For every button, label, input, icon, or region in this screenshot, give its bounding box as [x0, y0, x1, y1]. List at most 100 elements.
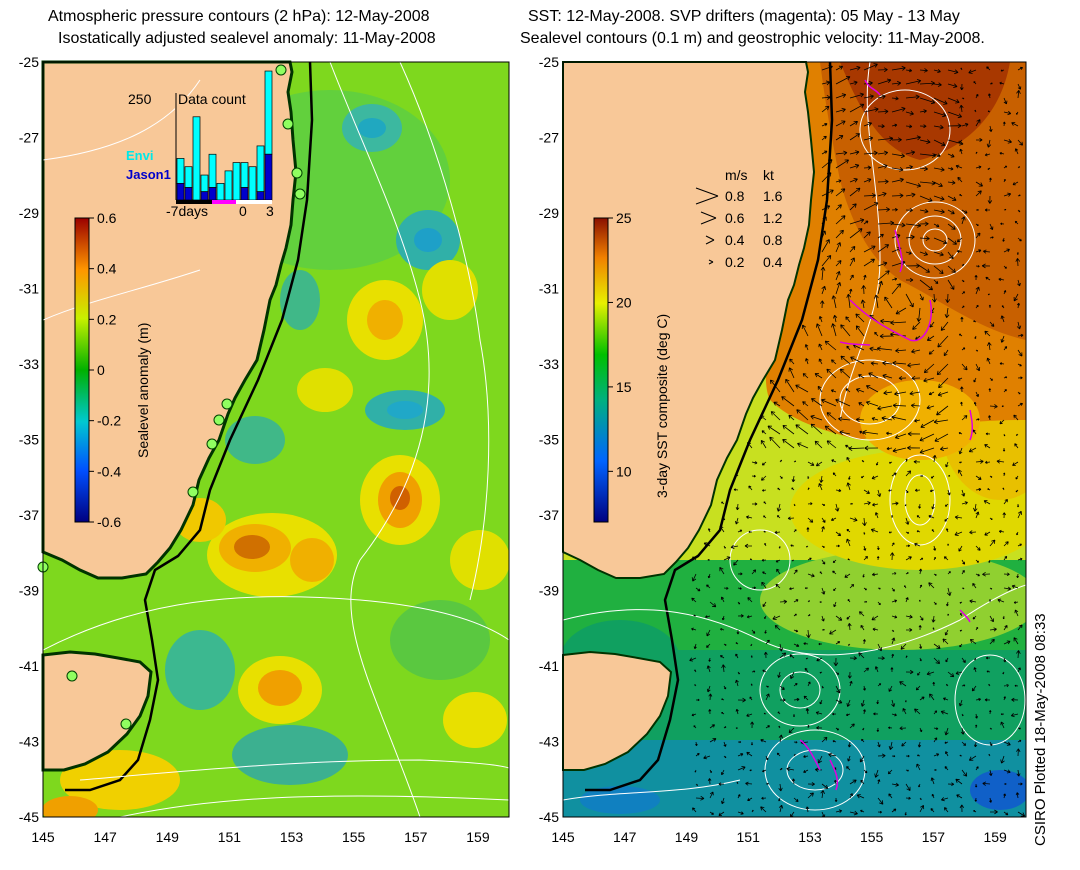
velocity-arrow [988, 388, 992, 393]
velocity-arrow [905, 135, 921, 141]
left-colorbar-tick-label: -0.2 [97, 413, 121, 429]
velocity-arrow [735, 679, 739, 687]
velocity-arrow [975, 766, 979, 771]
velocity-arrow [835, 671, 840, 675]
velocity-arrow [934, 769, 937, 771]
velocity-arrow [821, 783, 829, 789]
velocity-arrow [919, 293, 924, 301]
velocity-arrow [849, 257, 855, 267]
velocity-arrow [871, 417, 879, 421]
velocity-arrow [957, 377, 963, 381]
right-lat-tick--27: -27 [539, 130, 559, 146]
velocity-arrow [955, 778, 963, 785]
right-map: m/s kt 0.8 1.6 0.6 1.2 0.4 0.8 0.2 0.4 2… [562, 61, 1027, 818]
velocity-arrow [821, 150, 828, 155]
velocity-arrow [849, 133, 861, 141]
velocity-arrow [877, 656, 885, 661]
velocity-arrow [816, 726, 823, 730]
velocity-arrow [762, 571, 767, 575]
velocity-arrow [877, 779, 881, 785]
velocity-arrow [793, 643, 800, 647]
velocity-arrow [791, 778, 796, 785]
velocity-arrow [824, 425, 837, 435]
velocity-arrow [972, 583, 977, 589]
velocity-arrow [933, 124, 944, 130]
velocity-arrow [821, 285, 826, 295]
velocity-arrow [709, 601, 717, 608]
velocity-arrow [1015, 489, 1019, 493]
velocity-arrow [895, 307, 907, 315]
velocity-arrow [846, 482, 851, 491]
velocity-arrow [776, 568, 781, 575]
velocity-arrow [860, 779, 865, 785]
velocity-arrow [849, 288, 853, 295]
velocity-arrow [891, 208, 898, 212]
velocity-arrow [805, 545, 809, 548]
velocity-arrow [861, 738, 865, 743]
velocity-arrow [928, 391, 935, 396]
velocity-arrow [891, 572, 897, 575]
velocity-arrow [721, 664, 726, 673]
velocity-arrow [750, 655, 753, 659]
velocity-arrow [1000, 755, 1005, 764]
velocity-arrow [905, 783, 911, 791]
velocity-arrow [863, 80, 873, 86]
velocity-arrow [769, 436, 781, 449]
velocity-row-4-ms: 0.2 [725, 254, 745, 270]
velocity-arrow [849, 793, 853, 799]
right-lon-tick-149: 149 [675, 829, 699, 845]
velocity-arrow [929, 693, 935, 701]
velocity-arrow [905, 181, 922, 188]
velocity-arrow [863, 245, 876, 253]
velocity-arrow [1016, 302, 1021, 309]
velocity-arrow [889, 552, 895, 561]
velocity-arrow [1003, 97, 1008, 105]
velocity-arrow [997, 598, 1005, 603]
velocity-arrow [891, 699, 896, 707]
velocity-arrow [863, 667, 869, 673]
velocity-arrow [864, 445, 879, 451]
data-count-xlabel-zero: 0 [239, 203, 247, 219]
velocity-arrow [892, 360, 907, 366]
velocity-arrow [845, 713, 851, 717]
velocity-arrow [905, 754, 910, 758]
velocity-arrow [782, 425, 795, 435]
velocity-arrow [863, 231, 871, 239]
velocity-arrow [1017, 557, 1023, 561]
velocity-arrow [849, 80, 858, 86]
velocity-arrow [944, 629, 949, 636]
velocity-arrow [961, 291, 966, 295]
velocity-arrow [905, 458, 908, 463]
velocity-arrow [947, 209, 955, 215]
velocity-arrow [961, 501, 968, 505]
velocity-arrow [933, 737, 938, 743]
velocity-arrow [891, 193, 904, 199]
velocity-arrow [849, 178, 858, 183]
velocity-arrow [819, 300, 825, 309]
velocity-arrow [973, 503, 978, 512]
velocity-arrow [863, 489, 870, 494]
velocity-arrow [773, 401, 781, 407]
velocity-arrow [735, 653, 739, 659]
velocity-arrow [821, 205, 831, 211]
velocity-arrow [785, 378, 795, 393]
velocity-arrow [910, 403, 921, 409]
velocity-arrow [807, 573, 815, 578]
velocity-arrow [918, 503, 922, 509]
velocity-arrow [938, 377, 949, 389]
velocity-arrow [691, 573, 697, 582]
velocity-arrow [723, 726, 727, 729]
velocity-arrow [947, 153, 955, 158]
velocity-arrow [888, 726, 893, 730]
velocity-arrow [821, 239, 830, 253]
velocity-arrow [961, 415, 968, 421]
velocity-arrow [709, 769, 712, 773]
velocity-arrow [802, 373, 809, 379]
velocity-arrow [718, 811, 725, 816]
velocity-arrow [765, 755, 769, 761]
velocity-arrow [891, 65, 906, 71]
velocity-arrow [917, 754, 921, 757]
velocity-arrow [988, 304, 992, 309]
velocity-arrow [1017, 510, 1022, 519]
velocity-arrow [989, 741, 993, 747]
